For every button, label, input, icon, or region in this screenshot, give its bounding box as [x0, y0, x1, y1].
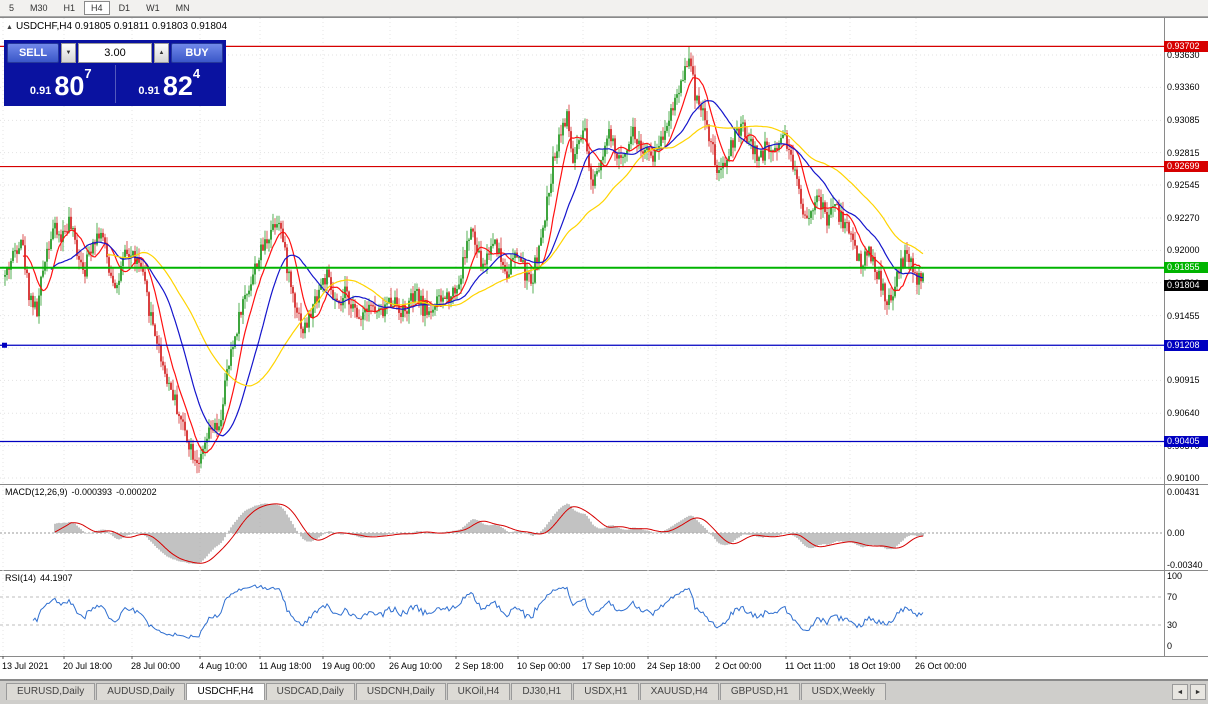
macd-signal-value: -0.000202 — [116, 487, 157, 497]
buy-price-display[interactable]: 0.91 82 4 — [114, 65, 224, 103]
time-axis-label: 4 Aug 10:00 — [199, 661, 248, 671]
chart-frame — [0, 17, 1208, 680]
timeframe-button-d1[interactable]: D1 — [118, 3, 131, 13]
time-axis-label: 10 Sep 00:00 — [517, 661, 571, 671]
time-axis-label: 28 Jul 00:00 — [131, 661, 181, 671]
price-axis-label: 0.90915 — [1167, 375, 1200, 386]
price-axis-label: 0.91455 — [1167, 310, 1200, 321]
macd-axis-label: -0.00340 — [1167, 560, 1203, 571]
current-price-tag: 0.91804 — [1164, 279, 1208, 291]
price-axis-label: 0.90100 — [1167, 473, 1200, 484]
sell-price-big: 80 — [54, 71, 85, 101]
horizontal-line-0.91208[interactable] — [0, 342, 1164, 348]
tab-usdcnh-daily[interactable]: USDCNH,Daily — [355, 683, 446, 700]
time-axis-label: 11 Aug 18:00 — [259, 661, 312, 671]
timeframe-button-h1[interactable]: H1 — [63, 3, 76, 13]
sell-price-prefix: 0.91 — [29, 85, 52, 97]
timeframe-toolbar: 5 M30 H1 H4 D1 W1 MN — [0, 0, 1208, 17]
price-axis-label: 0.92000 — [1167, 245, 1200, 256]
tab-dj30-h1[interactable]: DJ30,H1 — [511, 683, 573, 700]
price-axis-label: 0.93360 — [1167, 82, 1200, 93]
level-price-tag[interactable]: 0.93702 — [1164, 40, 1208, 52]
rsi-axis-label: 30 — [1167, 620, 1178, 630]
chart-tabs: EURUSD,Daily AUDUSD,Daily USDCHF,H4 USDCAD,… — [0, 681, 887, 700]
timeframe-button-m30[interactable]: M30 — [30, 3, 48, 13]
chart-ohlc-values: 0.91805 0.91811 0.91803 0.91804 — [74, 21, 228, 32]
tab-audusd-daily[interactable]: AUDUSD,Daily — [96, 683, 186, 700]
buy-price-big: 82 — [162, 71, 193, 101]
price-axis-label: 0.90640 — [1167, 408, 1200, 419]
time-axis-label: 24 Sep 18:00 — [647, 661, 701, 671]
rsi-indicator-label: RSI(14) 44.1907 — [5, 573, 77, 583]
volume-decrease-button[interactable]: ▼ — [61, 43, 76, 63]
moving-average-52 — [107, 125, 924, 387]
tab-ukoil-h4[interactable]: UKOil,H4 — [446, 683, 511, 700]
chart-symbol: USDCHF,H4 — [15, 21, 73, 32]
time-axis-label: 19 Aug 00:00 — [322, 661, 376, 671]
tab-gbpusd-h1[interactable]: GBPUSD,H1 — [719, 683, 800, 700]
rsi-axis-label: 0 — [1167, 641, 1173, 651]
level-price-tag[interactable]: 0.92699 — [1164, 161, 1208, 173]
one-click-trading-panel: SELL ▼ 3.00 ▲ BUY 0.91 80 7 0.91 82 4 — [4, 40, 226, 106]
time-axis-label: 11 Oct 11:00 — [785, 661, 836, 671]
macd-histogram — [0, 503, 1164, 564]
price-axis-label: 0.93085 — [1167, 115, 1200, 126]
sell-price-pip: 7 — [84, 66, 92, 81]
price-axis-label: 0.92815 — [1167, 147, 1200, 158]
chart-title: ▲ USDCHF,H4 0.91805 0.91811 0.91803 0.918… — [6, 21, 227, 32]
buy-button[interactable]: BUY — [171, 43, 223, 63]
tab-eurusd-daily[interactable]: EURUSD,Daily — [6, 683, 96, 700]
rsi-axis-label: 100 — [1167, 571, 1183, 581]
level-price-tag[interactable]: 0.90405 — [1164, 435, 1208, 447]
macd-signal-line — [54, 503, 924, 564]
volume-input[interactable]: 3.00 — [78, 43, 152, 63]
collapse-arrow-icon[interactable]: ▲ — [6, 24, 13, 31]
macd-indicator-label: MACD(12,26,9) -0.000393 -0.000202 — [5, 487, 161, 497]
moving-average-10 — [22, 77, 924, 454]
macd-axis-label: 0.00431 — [1167, 486, 1200, 497]
tab-xauusd-h4[interactable]: XAUUSD,H4 — [639, 683, 719, 700]
time-axis-label: 17 Sep 10:00 — [582, 661, 636, 671]
rsi-name: RSI(14) — [5, 573, 37, 583]
rsi-panel — [0, 584, 1164, 639]
moving-average-24 — [50, 99, 924, 437]
tab-usdchf-h4[interactable]: USDCHF,H4 — [186, 683, 265, 700]
chart-tab-bar: EURUSD,Daily AUDUSD,Daily USDCHF,H4 USDCAD,… — [0, 680, 1208, 704]
macd-axis-label: 0.00 — [1167, 528, 1185, 538]
level-price-tag[interactable]: 0.91855 — [1164, 262, 1208, 274]
time-axis-label: 13 Jul 2021 — [2, 661, 49, 671]
rsi-value: 44.1907 — [40, 573, 73, 583]
tab-usdx-weekly[interactable]: USDX,Weekly — [800, 683, 886, 700]
price-axis-label: 0.92270 — [1167, 212, 1200, 223]
time-axis-label: 2 Sep 18:00 — [455, 661, 504, 671]
tab-usdcad-daily[interactable]: USDCAD,Daily — [265, 683, 355, 700]
timeframe-button-w1[interactable]: W1 — [146, 3, 160, 13]
timeframe-button-mn[interactable]: MN — [175, 3, 190, 13]
line-handle[interactable] — [2, 342, 7, 348]
macd-name: MACD(12,26,9) — [5, 487, 68, 497]
price-axis-label: 0.92545 — [1167, 180, 1200, 191]
tab-scroll-left-button[interactable]: ◄ — [1172, 684, 1188, 700]
sell-button[interactable]: SELL — [7, 43, 59, 63]
level-price-tag[interactable]: 0.91208 — [1164, 339, 1208, 351]
buy-price-pip: 4 — [192, 66, 201, 81]
time-axis-label: 20 Jul 18:00 — [63, 661, 113, 671]
time-axis-label: 26 Aug 10:00 — [389, 661, 443, 671]
timeframe-button-5[interactable]: 5 — [9, 3, 15, 13]
time-axis-label: 26 Oct 00:00 — [915, 661, 967, 671]
tab-usdx-h1[interactable]: USDX,H1 — [573, 683, 639, 700]
tab-scroll-right-button[interactable]: ► — [1190, 684, 1206, 700]
grid — [0, 18, 1164, 659]
rsi-axis-label: 70 — [1167, 592, 1178, 602]
time-axis-label: 18 Oct 19:00 — [849, 661, 901, 671]
volume-increase-button[interactable]: ▲ — [154, 43, 169, 63]
macd-main-value: -0.000393 — [71, 487, 113, 497]
time-axis-label: 2 Oct 00:00 — [715, 661, 762, 671]
timeframe-button-h4[interactable]: H4 — [84, 1, 110, 15]
price-axis-label: 0.93630 — [1167, 50, 1200, 61]
buy-price-prefix: 0.91 — [138, 85, 160, 97]
sell-price-display[interactable]: 0.91 80 7 — [7, 65, 115, 103]
